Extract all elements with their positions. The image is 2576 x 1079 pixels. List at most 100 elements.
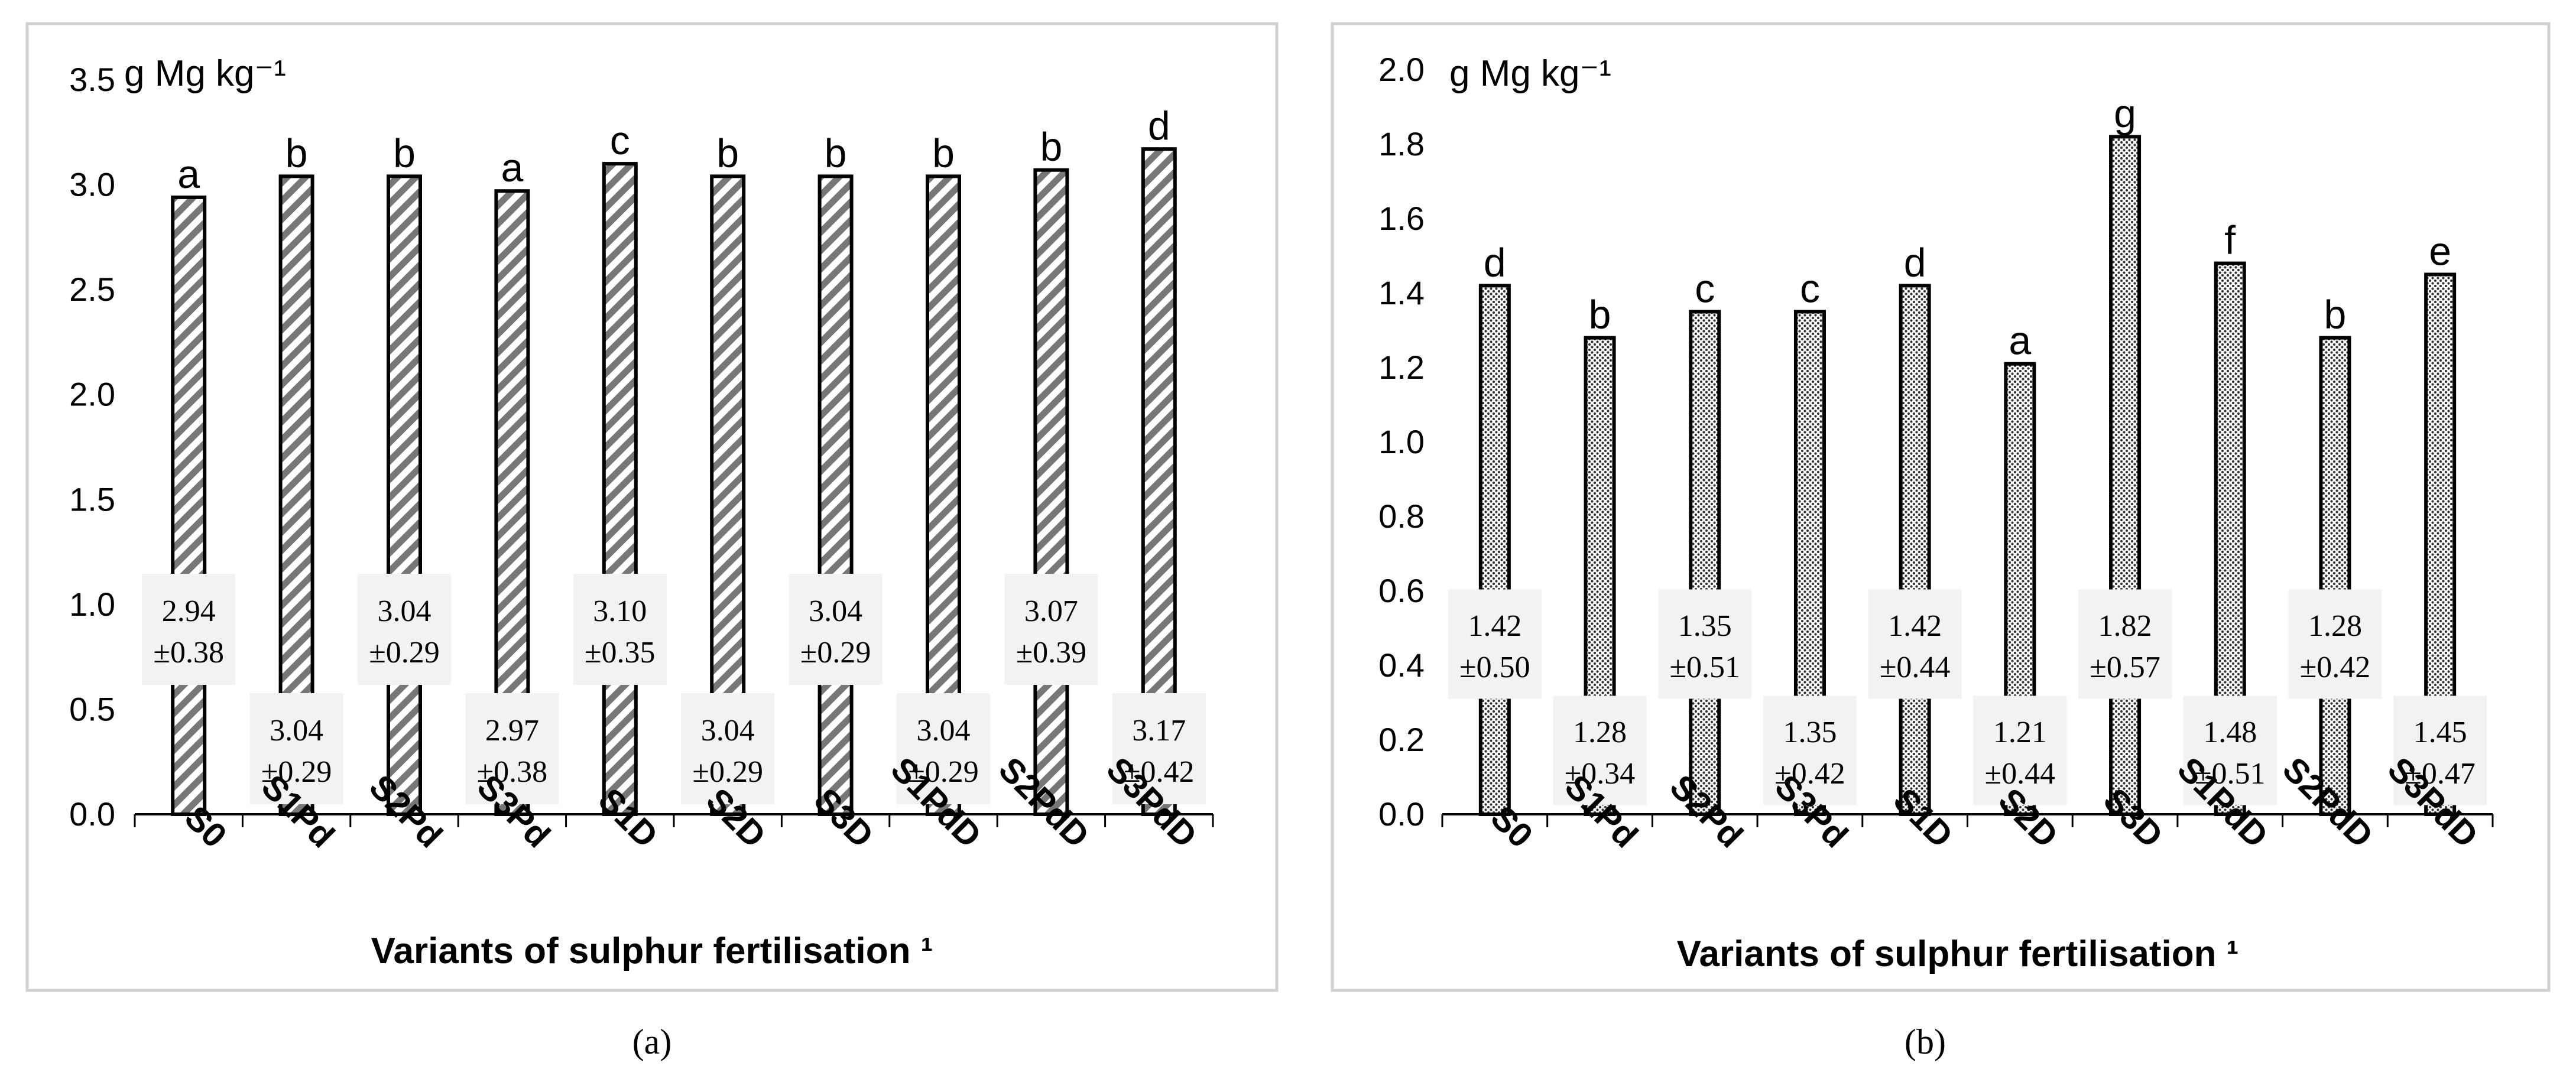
- significance-letter: g: [2114, 91, 2136, 136]
- x-tick-label: S3D: [2096, 781, 2171, 855]
- value-sd: ±0.29: [908, 755, 979, 789]
- y-axis-ticks: 0.0 0.5 1.0 1.5 2.0 2.5 3.0 3.5: [69, 61, 115, 833]
- value-sd: ±0.34: [1565, 757, 1636, 791]
- y-tick-label: 1.0: [69, 586, 115, 623]
- y-tick-label: 1.8: [1378, 125, 1425, 162]
- significance-letter: d: [1484, 240, 1506, 285]
- value-label: 3.04 ±0.29: [789, 574, 883, 685]
- value-label-box: [2393, 696, 2487, 805]
- value-mean: 1.45: [2413, 716, 2467, 749]
- x-tick-label: S1D: [1886, 781, 1961, 855]
- value-label-box: [142, 574, 236, 685]
- value-label-box: [897, 693, 990, 804]
- value-label: 3.04 ±0.29: [681, 693, 775, 804]
- y-axis-ticks: 0.0 0.2 0.4 0.6 0.8 1.0 1.2 1.4 1.6 1.8 2.0: [1378, 51, 1425, 833]
- unit-label: g Mg kg⁻¹: [1449, 53, 1611, 94]
- value-mean: 1.28: [2308, 609, 2362, 643]
- value-mean: 3.04: [917, 714, 971, 748]
- value-label-box: [1973, 696, 2067, 805]
- value-sd: ±0.50: [1459, 651, 1530, 684]
- value-label-box: [1112, 693, 1206, 804]
- bar-S2PdD: [1033, 168, 1069, 816]
- value-label-box: [573, 574, 667, 685]
- value-label-box: [1658, 589, 1752, 699]
- significance-letter: e: [2429, 229, 2451, 274]
- value-label: 3.04 ±0.29: [358, 574, 451, 685]
- value-mean: 1.21: [1993, 716, 2047, 749]
- y-tick-label: 1.2: [1378, 349, 1425, 386]
- bar-S0: [1478, 284, 1511, 816]
- significance-letter: b: [716, 131, 739, 176]
- value-mean: 1.42: [1888, 609, 1942, 643]
- bar-S2PdD: [2319, 336, 2351, 816]
- y-tick-label: 0.8: [1378, 498, 1425, 535]
- value-label: 1.42 ±0.50: [1448, 589, 1542, 699]
- y-tick-label: 3.5: [69, 61, 115, 98]
- y-tick-label: 2.5: [69, 271, 115, 308]
- y-tick-label: 3.0: [69, 166, 115, 203]
- value-label: 2.94 ±0.38: [142, 574, 236, 685]
- value-label: 1.21 ±0.44: [1973, 696, 2067, 805]
- panel-a-frame: [25, 22, 1279, 992]
- value-label: 3.07 ±0.39: [1004, 574, 1098, 685]
- panel-label: (b): [1905, 1022, 1946, 1061]
- significance-letter: b: [1040, 125, 1062, 170]
- x-tick-label: S1D: [591, 781, 666, 855]
- value-label-box: [2183, 696, 2277, 805]
- y-tick-label: 1.0: [1378, 423, 1425, 460]
- value-mean: 1.35: [1678, 609, 1732, 643]
- value-sd: ±0.51: [1669, 651, 1740, 684]
- chart-panel-a: g Mg kg⁻¹ 0.0 0.5 1.0 1.5 2.0 2.5 3.0 3.5 a 2.94…: [69, 53, 1214, 1061]
- value-mean: 3.04: [701, 714, 755, 748]
- value-label: 3.17 ±0.42: [1112, 693, 1206, 804]
- significance-letter: f: [2224, 218, 2236, 263]
- unit-label: g Mg kg⁻¹: [124, 53, 286, 94]
- value-label: 1.45 ±0.47: [2393, 696, 2487, 805]
- y-tick-label: 0.2: [1378, 721, 1425, 758]
- significance-letter: b: [393, 131, 416, 176]
- y-tick-label: 1.5: [69, 480, 115, 518]
- significance-letter: c: [1695, 266, 1715, 311]
- x-tick-label: S3D: [807, 781, 881, 855]
- value-mean: 2.94: [162, 594, 216, 628]
- value-label-box: [358, 574, 451, 685]
- y-tick-label: 0.0: [69, 795, 115, 833]
- bar-S1D: [602, 162, 638, 816]
- value-label-box: [2288, 589, 2382, 699]
- value-mean: 3.04: [270, 714, 323, 748]
- value-label: 1.35 ±0.51: [1658, 589, 1752, 699]
- value-label-box: [1868, 589, 1962, 699]
- significance-letter: a: [501, 145, 523, 190]
- value-label-box: [1448, 589, 1542, 699]
- significance-letter: b: [825, 131, 847, 176]
- value-label-box: [465, 693, 559, 804]
- bar-S2Pd: [1689, 310, 1721, 816]
- significance-letter: c: [1800, 266, 1820, 311]
- value-sd: ±0.42: [2300, 651, 2371, 684]
- y-tick-label: 0.5: [69, 690, 115, 727]
- value-sd: ±0.57: [2090, 651, 2160, 684]
- y-tick-label: 1.4: [1378, 274, 1425, 311]
- panel-b-frame: [1331, 22, 2551, 992]
- value-label-box: [1763, 696, 1857, 805]
- significance-letter: a: [177, 152, 200, 197]
- x-axis-label: Variants of sulphur fertilisation ¹: [1677, 934, 2239, 974]
- y-tick-label: 0.0: [1378, 795, 1425, 833]
- value-sd: ±0.44: [1880, 651, 1951, 684]
- value-mean: 3.17: [1132, 714, 1186, 748]
- value-label: 2.97 ±0.38: [465, 693, 559, 804]
- significance-letter: a: [2009, 318, 2031, 363]
- value-label: 1.82 ±0.57: [2078, 589, 2172, 699]
- value-sd: ±0.29: [261, 755, 332, 789]
- value-sd: ±0.47: [2405, 757, 2476, 791]
- chart-panel-b: g Mg kg⁻¹ 0.0 0.2 0.4 0.6 0.8 1.0 1.2 1.4 1.6 1.8…: [1378, 51, 2494, 1061]
- value-label-box: [681, 693, 775, 804]
- y-tick-label: 1.6: [1378, 200, 1425, 237]
- value-sd: ±0.42: [1774, 757, 1845, 791]
- value-mean: 3.07: [1024, 594, 1078, 628]
- value-sd: ±0.44: [1985, 757, 2056, 791]
- value-sd: ±0.29: [800, 636, 871, 670]
- panel-label: (a): [632, 1022, 672, 1061]
- y-tick-label: 0.4: [1378, 646, 1425, 684]
- value-sd: ±0.42: [1124, 755, 1195, 789]
